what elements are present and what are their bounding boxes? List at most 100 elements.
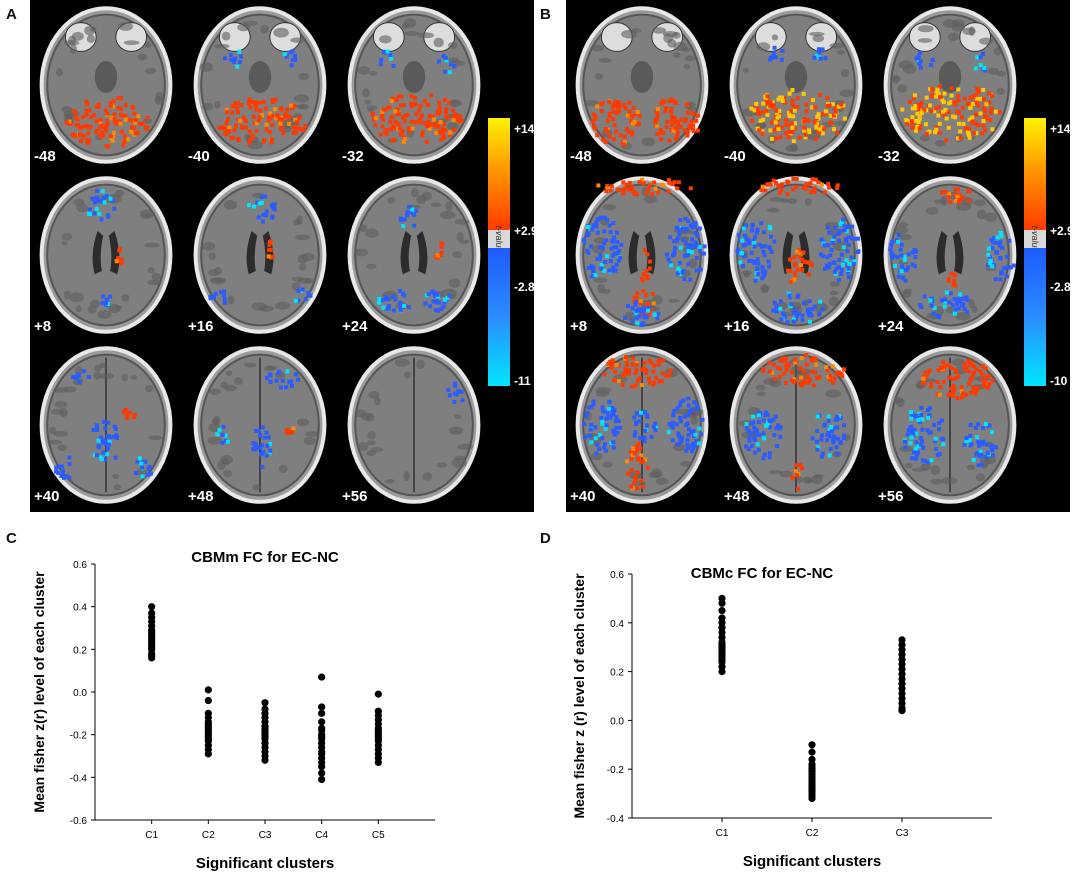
- slice-label: -48: [34, 148, 56, 165]
- data-point: [718, 668, 726, 676]
- x-tick-label: C2: [806, 828, 819, 839]
- y-tick-label: 0.6: [610, 570, 624, 581]
- slice-label: +8: [34, 318, 52, 335]
- brain-slice: [193, 346, 327, 504]
- y-tick-label: 0.4: [73, 603, 87, 614]
- colorbar-a-min: -11: [514, 374, 531, 388]
- chart-title: CBMc FC for EC-NC: [691, 565, 834, 582]
- data-point: [718, 607, 726, 615]
- brain-slice: [883, 6, 1017, 164]
- y-tick-label: 0.2: [610, 668, 624, 679]
- colorbar-b: t-value: [1024, 118, 1046, 386]
- panel-letter-c: C: [6, 530, 17, 547]
- panel-letter-b: B: [540, 6, 551, 23]
- data-point: [718, 599, 726, 607]
- brain-panel-b: t-value +14.1 +2.9 -2.8 -10 -48 -40 -32 +8 +…: [566, 0, 1080, 512]
- data-point: [808, 794, 816, 803]
- slice-label: -32: [878, 148, 900, 165]
- data-point: [374, 758, 382, 766]
- brain-slice: [39, 6, 173, 164]
- y-tick-label: 0.0: [610, 716, 624, 727]
- slice-label: -48: [570, 148, 592, 165]
- data-point: [808, 741, 816, 749]
- panel-letter-a: A: [6, 6, 17, 23]
- brain-slice: [193, 6, 327, 164]
- data-point: [318, 718, 326, 726]
- x-tick-label: C2: [202, 830, 215, 841]
- colorbar-a-neg-threshold: -2.8: [514, 280, 535, 294]
- y-tick-label: -0.4: [607, 814, 625, 825]
- data-point: [318, 703, 326, 711]
- x-axis-label: Significant clusters: [196, 855, 334, 872]
- slice-label: +56: [342, 488, 368, 505]
- data-point: [148, 654, 156, 662]
- y-tick-label: -0.2: [70, 731, 88, 742]
- slice-label: +40: [570, 488, 596, 505]
- data-point: [204, 696, 212, 705]
- data-point: [808, 748, 816, 756]
- brain-slice: [347, 6, 481, 164]
- data-point: [204, 686, 212, 694]
- data-point: [318, 775, 326, 784]
- colorbar-b-min: -10: [1050, 374, 1068, 388]
- brain-slice: [39, 346, 173, 504]
- slice-label: -40: [724, 148, 746, 165]
- x-tick-label: C1: [145, 830, 158, 841]
- data-point: [898, 707, 906, 715]
- brain-slice: [347, 176, 481, 334]
- y-tick-label: -0.6: [70, 816, 88, 827]
- brain-slice: [729, 6, 863, 164]
- data-point: [318, 673, 326, 681]
- colorbar-b-neg-threshold: -2.8: [1050, 280, 1071, 294]
- x-tick-label: C4: [315, 830, 328, 841]
- brain-slice: [39, 176, 173, 334]
- data-point: [204, 750, 212, 758]
- slice-label: +24: [342, 318, 368, 335]
- panel-letter-d: D: [540, 530, 551, 547]
- colorbar-a-label: t-value: [488, 225, 510, 253]
- slice-label: +40: [34, 488, 60, 505]
- y-tick-label: 0.0: [73, 688, 87, 699]
- colorbar-a-max: +14.9: [514, 122, 545, 136]
- y-axis-label: Mean fisher z (r) level of each cluster: [571, 573, 587, 819]
- data-point: [148, 603, 156, 611]
- x-tick-label: C3: [896, 828, 909, 839]
- scatter-plot-c: 0.6 0.4 0.2 0.0 -0.2 -0.4 -0.6 C1 C2 C3 C4 C5 CBMm F…: [31, 549, 435, 872]
- data-point: [374, 690, 382, 698]
- x-tick-label: C3: [259, 830, 272, 841]
- x-tick-label: C5: [372, 830, 385, 841]
- slice-label: +16: [724, 318, 750, 335]
- colorbar-a-pos-threshold: +2.9: [514, 224, 538, 238]
- slice-label: +48: [188, 488, 214, 505]
- x-axis-label: Significant clusters: [743, 853, 881, 870]
- data-point: [318, 763, 326, 771]
- slice-label: +16: [188, 318, 214, 335]
- data-point: [318, 769, 326, 777]
- y-tick-label: -0.4: [70, 773, 88, 784]
- data-point: [318, 709, 326, 717]
- slice-label: -32: [342, 148, 364, 165]
- y-tick-label: 0.4: [610, 619, 624, 630]
- colorbar-b-label: t-value: [1024, 225, 1046, 253]
- slice-label: +56: [878, 488, 904, 505]
- y-axis-label: Mean fisher z(r) level of each cluster: [31, 571, 47, 813]
- slice-label: +24: [878, 318, 904, 335]
- y-tick-label: 0.6: [73, 560, 87, 571]
- y-tick-label: -0.2: [607, 765, 625, 776]
- colorbar-a: t-value: [488, 118, 510, 386]
- chart-title: CBMm FC for EC-NC: [191, 549, 339, 566]
- colorbar-b-max: +14.1: [1050, 122, 1081, 136]
- slice-label: +8: [570, 318, 588, 335]
- brain-slice: [193, 176, 327, 334]
- brain-slice: [729, 176, 863, 334]
- brain-slice: [575, 346, 709, 504]
- brain-slice: [729, 346, 863, 504]
- slice-label: +48: [724, 488, 750, 505]
- brain-slice: [883, 346, 1017, 504]
- data-point: [261, 699, 269, 707]
- brain-slice: [883, 176, 1017, 334]
- brain-slice: [347, 346, 481, 504]
- colorbar-b-pos-threshold: +2.9: [1050, 224, 1074, 238]
- brain-slice: [575, 6, 709, 164]
- x-tick-label: C1: [716, 828, 729, 839]
